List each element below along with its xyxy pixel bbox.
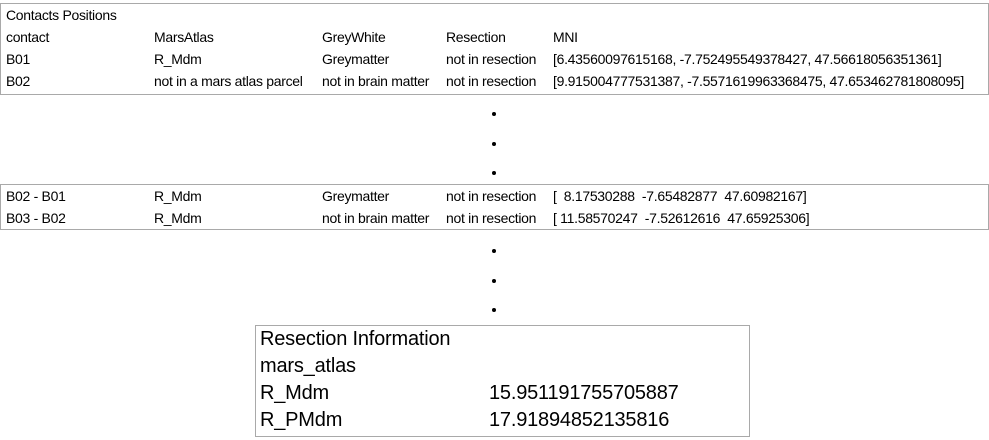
parcel-value: 17.91894852135816	[489, 409, 670, 431]
cell-resection: not in resection	[446, 210, 537, 226]
dot	[492, 142, 496, 146]
header-contact: contact	[6, 29, 50, 45]
parcel-name: R_Mdm	[260, 382, 330, 404]
atlas-name: mars_atlas	[260, 355, 356, 377]
dot	[492, 112, 496, 116]
dot	[492, 249, 496, 253]
cell-marsatlas: R_Mdm	[154, 210, 202, 226]
cell-resection: not in resection	[446, 73, 537, 89]
dot	[492, 308, 496, 312]
header-row: contact MarsAtlas GreyWhite Resection MN…	[1, 26, 988, 48]
cell-contact: B02	[6, 73, 31, 89]
resection-information-table: Resection Information mars_atlas R_Mdm 1…	[255, 325, 750, 437]
atlas-row: mars_atlas	[256, 353, 749, 380]
cell-greywhite: Greymatter	[322, 51, 390, 67]
cell-mni: [9.915004777531387, -7.5571619963368475,…	[553, 73, 964, 89]
header-greywhite: GreyWhite	[322, 29, 386, 45]
table-title: Contacts Positions	[6, 7, 117, 23]
header-mni: MNI	[553, 29, 578, 45]
cell-contact: B03 - B02	[6, 210, 66, 226]
cell-marsatlas: not in a mars atlas parcel	[154, 73, 303, 89]
table-row: B03 - B02 R_Mdm not in brain matter not …	[1, 207, 988, 229]
table-row: R_PMdm 17.91894852135816	[256, 407, 749, 434]
dot	[492, 279, 496, 283]
cell-contact: B02 - B01	[6, 188, 66, 204]
cell-greywhite: not in brain matter	[322, 73, 430, 89]
contacts-positions-table: Contacts Positions contact MarsAtlas Gre…	[0, 3, 989, 95]
cell-mni: [ 8.17530288 -7.65482877 47.60982167]	[553, 188, 807, 204]
table-row: B02 not in a mars atlas parcel not in br…	[1, 70, 988, 92]
parcel-name: R_PMdm	[260, 409, 343, 431]
table-row: B01 R_Mdm Greymatter not in resection [6…	[1, 48, 988, 70]
cell-resection: not in resection	[446, 51, 537, 67]
cell-marsatlas: R_Mdm	[154, 188, 202, 204]
cell-contact: B01	[6, 51, 31, 67]
bipolar-contacts-table: B02 - B01 R_Mdm Greymatter not in resect…	[0, 184, 989, 230]
table-title-row: Contacts Positions	[1, 4, 988, 26]
header-marsatlas: MarsAtlas	[154, 29, 214, 45]
cell-resection: not in resection	[446, 188, 537, 204]
header-resection: Resection	[446, 29, 506, 45]
resection-title-row: Resection Information	[256, 326, 749, 353]
table-row: B02 - B01 R_Mdm Greymatter not in resect…	[1, 185, 988, 207]
table-row: R_Mdm 15.951191755705887	[256, 380, 749, 407]
cell-mni: [ 11.58570247 -7.52612616 47.65925306]	[553, 210, 810, 226]
parcel-value: 15.951191755705887	[489, 382, 679, 404]
cell-greywhite: Greymatter	[322, 188, 390, 204]
dot	[492, 171, 496, 175]
cell-mni: [6.43560097615168, -7.752495549378427, 4…	[553, 51, 942, 67]
resection-title: Resection Information	[260, 328, 451, 350]
cell-greywhite: not in brain matter	[322, 210, 430, 226]
cell-marsatlas: R_Mdm	[154, 51, 202, 67]
